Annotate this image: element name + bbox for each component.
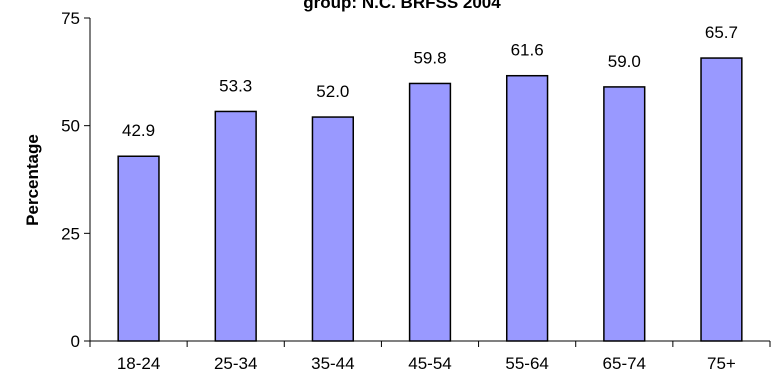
x-tick-label-25-34: 25-34 — [214, 354, 257, 373]
bar-65-74 — [603, 86, 646, 342]
data-label-35-44: 52.0 — [316, 82, 349, 101]
data-labels: 42.9 53.3 52.0 59.8 61.6 59.0 65.7 — [122, 23, 738, 140]
y-tick-label: 50 — [61, 117, 80, 136]
bar-75+ — [700, 57, 743, 342]
data-label-18-24: 42.9 — [122, 121, 155, 140]
x-tick-label-75+: 75+ — [707, 354, 736, 373]
bar-18-24 — [117, 155, 160, 342]
x-axis: 18-24 25-34 35-44 45-54 55-64 65-74 75+ — [89, 340, 771, 373]
data-label-25-34: 53.3 — [219, 76, 252, 95]
y-tick-label: 75 — [61, 9, 80, 28]
data-label-45-54: 59.8 — [413, 48, 446, 67]
bar-45-54 — [408, 82, 452, 342]
bar-55-64 — [505, 74, 549, 342]
y-axis: 0 25 50 75 — [61, 9, 91, 351]
x-tick-label-55-64: 55-64 — [505, 354, 548, 373]
y-axis-title: Percentage — [23, 134, 42, 226]
y-tick-label: 25 — [61, 224, 80, 243]
bar-25-34 — [214, 110, 257, 342]
y-tick-label: 0 — [71, 332, 80, 351]
x-tick-label-65-74: 65-74 — [603, 354, 646, 373]
data-label-65-74: 59.0 — [608, 52, 641, 71]
data-label-75+: 65.7 — [705, 23, 738, 42]
bar-35-44 — [311, 116, 355, 342]
x-tick-label-18-24: 18-24 — [117, 354, 160, 373]
data-label-55-64: 61.6 — [511, 41, 544, 60]
bars — [117, 57, 743, 342]
x-tick-label-35-44: 35-44 — [311, 354, 354, 373]
x-tick-label-45-54: 45-54 — [408, 354, 451, 373]
chart-title: group: N.C. BRFSS 2004 — [303, 0, 501, 12]
